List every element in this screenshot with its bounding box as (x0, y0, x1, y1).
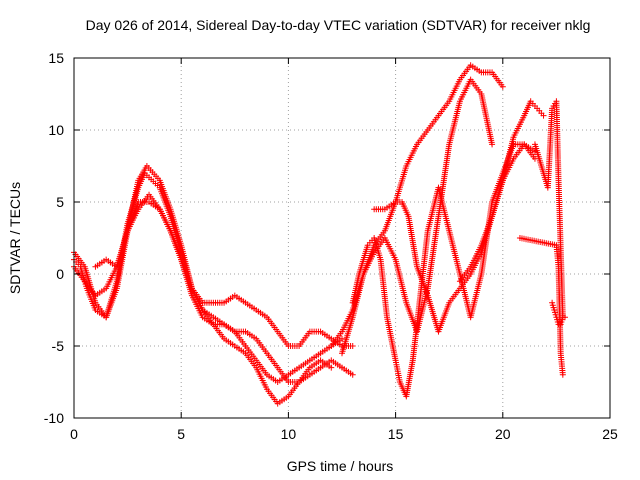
series-arc-i (456, 98, 547, 285)
series-arc-g (349, 141, 538, 400)
data-point (561, 314, 568, 321)
series-arc-h (371, 141, 538, 335)
y-tick-label: -10 (44, 410, 64, 426)
x-tick-label: 15 (388, 426, 404, 442)
x-tick-label: 20 (495, 426, 511, 442)
data-point (559, 371, 566, 378)
y-tick-label: -5 (52, 338, 65, 354)
y-tick-label: 5 (56, 194, 64, 210)
x-tick-label: 10 (281, 426, 297, 442)
y-axis-label: SDTVAR / TECUs (7, 182, 23, 294)
data-point (540, 112, 547, 119)
y-tick-label: 10 (48, 122, 64, 138)
y-tick-label: 15 (48, 50, 64, 66)
data-point (349, 343, 356, 349)
plot-frame (73, 57, 611, 419)
y-tick-label: 0 (56, 266, 64, 282)
x-tick-label: 25 (602, 426, 618, 442)
data-marks (71, 62, 568, 407)
series-arc-d (92, 199, 356, 385)
data-point (328, 364, 335, 371)
data-point (489, 141, 496, 148)
data-point (499, 83, 506, 90)
x-tick-label: 5 (177, 426, 185, 442)
chart-title: Day 026 of 2014, Sidereal Day-to-day VTE… (86, 17, 591, 33)
data-point (349, 371, 356, 378)
series-arc-f (339, 76, 496, 357)
x-axis-label: GPS time / hours (287, 458, 394, 474)
series-arc-k (549, 299, 568, 328)
x-tick-label: 0 (70, 426, 78, 442)
axis-ticks: 0 5 10 15 20 25 -10 -5 0 5 10 15 (44, 50, 618, 442)
series-arc-l (516, 235, 566, 378)
series-arc-b (71, 170, 345, 385)
